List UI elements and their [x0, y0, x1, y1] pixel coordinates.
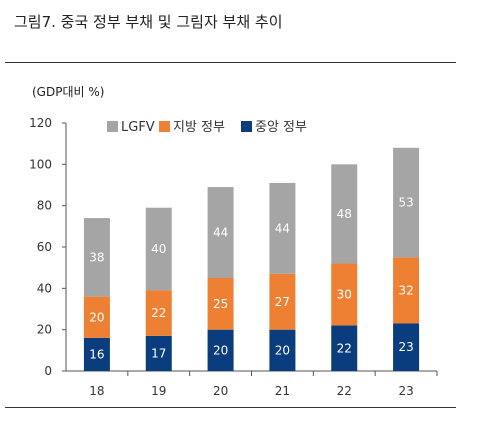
legend-swatch — [241, 121, 252, 132]
bar-segment — [269, 329, 296, 371]
axes: 0 20 40 60 80 100 120 18 19 20 21 22 23 — [29, 116, 438, 398]
legend-label: LGFV — [121, 120, 155, 135]
y-tick-label: 120 — [29, 116, 52, 130]
bar-segment — [83, 218, 110, 297]
bar-segment — [145, 335, 172, 371]
figure-title: 그림7. 중국 정부 부채 및 그림자 부채 추이 — [14, 13, 283, 31]
legend-label: 중앙 정부 — [255, 120, 307, 135]
bar-segment — [393, 323, 420, 371]
bar-value-label: 27 — [275, 295, 290, 309]
bar-value-label: 30 — [337, 288, 352, 302]
x-tick-label: 18 — [89, 384, 104, 398]
y-tick-label: 60 — [37, 240, 52, 254]
bar-value-label: 48 — [337, 207, 352, 221]
bar-segment — [145, 207, 172, 291]
bar-segment — [269, 273, 296, 330]
top-rule — [5, 62, 456, 63]
bar-value-label: 44 — [275, 221, 290, 235]
bar-value-label: 22 — [151, 306, 166, 320]
x-tick-label: 23 — [398, 384, 413, 398]
bar-segment — [83, 296, 110, 338]
y-tick-label: 40 — [37, 281, 52, 295]
bar-segment — [393, 147, 420, 258]
bar-value-label: 38 — [89, 250, 104, 264]
bar-value-label: 25 — [213, 297, 228, 311]
legend-label: 지방 정부 — [173, 120, 225, 135]
bottom-rule — [5, 407, 456, 408]
bar-value-label: 20 — [275, 343, 290, 357]
bar-segment — [207, 329, 234, 371]
bar-segment — [207, 187, 234, 278]
bar-value-label: 22 — [337, 341, 352, 355]
bar-segment — [331, 263, 358, 326]
bar-segment — [207, 278, 234, 330]
y-unit-label: (GDP대비 %) — [32, 85, 104, 99]
bar-value-label: 32 — [398, 283, 413, 297]
bar-value-label: 53 — [398, 196, 413, 210]
bar-value-label: 20 — [213, 343, 228, 357]
bar-value-label: 16 — [89, 347, 104, 361]
legend-swatch — [159, 121, 170, 132]
bar-segment — [393, 257, 420, 324]
bar-segment — [83, 337, 110, 371]
legend-swatch — [107, 121, 118, 132]
bar-value-label: 23 — [398, 340, 413, 354]
x-tick-label: 19 — [151, 384, 166, 398]
y-tick-label: 100 — [29, 157, 52, 171]
x-tick-label: 21 — [275, 384, 290, 398]
y-tick-label: 0 — [44, 364, 52, 378]
bar-segment — [145, 290, 172, 336]
bar-segment — [331, 164, 358, 264]
bar-value-label: 44 — [213, 226, 228, 240]
legend: LGFV 지방 정부 중앙 정부 — [107, 120, 307, 135]
bar-value-label: 20 — [89, 310, 104, 324]
bar-value-label: 40 — [151, 242, 166, 256]
bar-segment — [331, 325, 358, 371]
x-tick-label: 20 — [213, 384, 228, 398]
bar-value-label: 17 — [151, 346, 166, 360]
y-tick-label: 80 — [37, 199, 52, 213]
bar-segment — [269, 182, 296, 274]
x-tick-label: 22 — [337, 384, 352, 398]
bars: 16 20 38 17 22 40 20 25 44 20 27 44 22 30 48 23 32 53 — [83, 147, 420, 371]
y-tick-label: 20 — [37, 323, 52, 337]
